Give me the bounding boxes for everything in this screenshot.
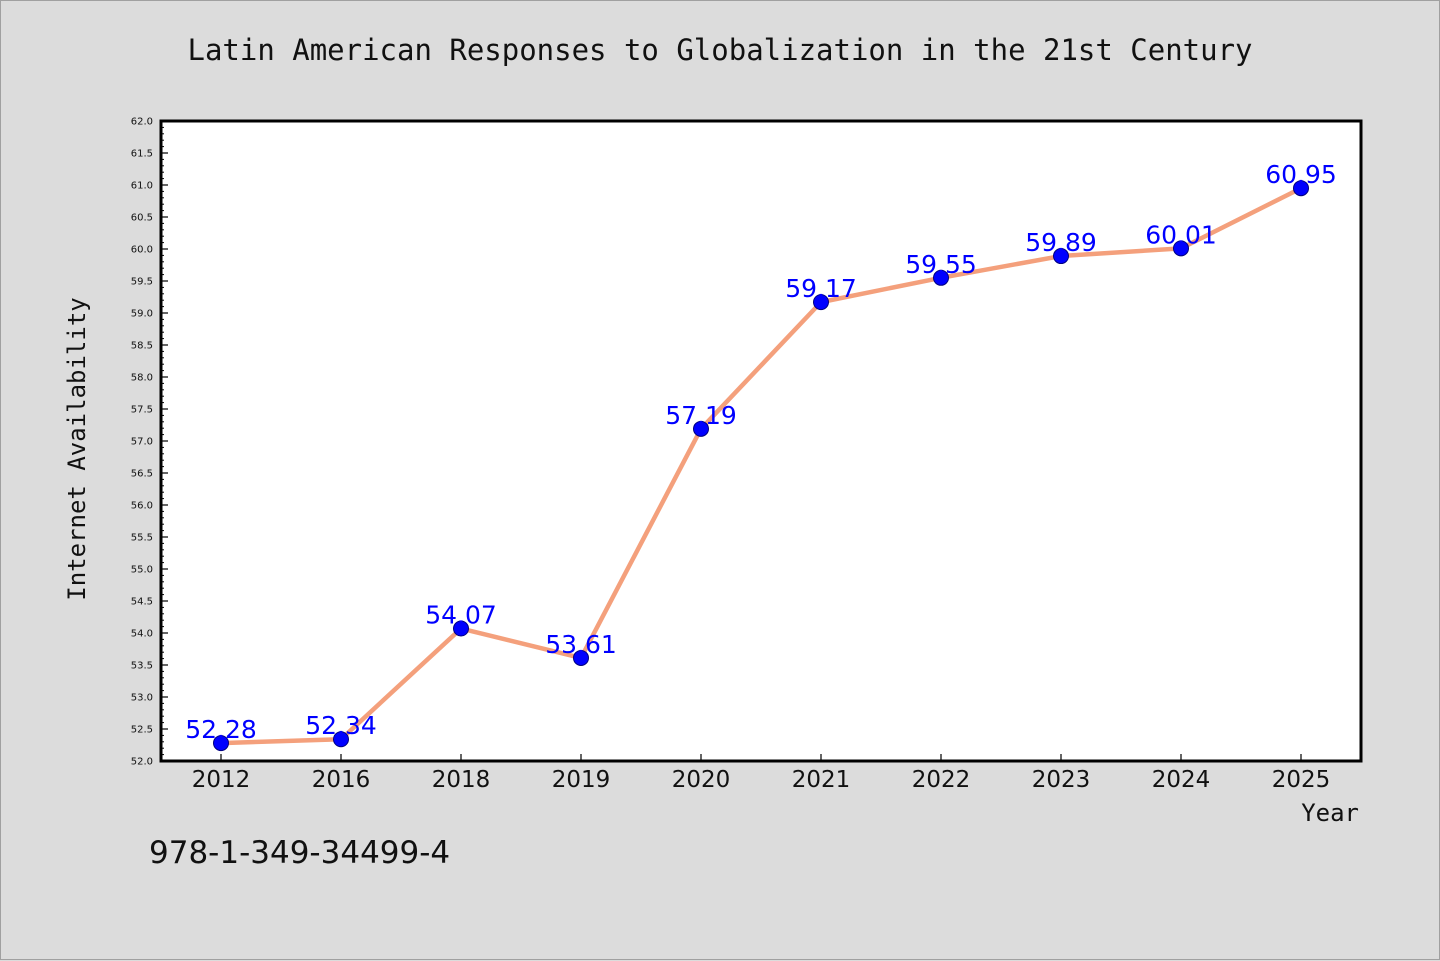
data-point — [333, 731, 349, 748]
y-tick-label: 61.5 — [131, 149, 153, 160]
y-tick-label: 61.0 — [131, 181, 153, 192]
data-label: 59.17 — [785, 274, 857, 303]
x-tick-label: 2025 — [1272, 767, 1331, 793]
plot-frame — [159, 119, 1363, 763]
plot-area — [161, 121, 1361, 761]
isbn-text: 978-1-349-34499-4 — [149, 835, 451, 871]
y-tick-label: 53.0 — [131, 693, 153, 704]
series-line — [218, 185, 1304, 746]
data-point — [453, 620, 469, 637]
data-point — [1293, 180, 1309, 197]
x-tick-label: 2012 — [192, 767, 251, 793]
data-label: 60.95 — [1265, 160, 1337, 189]
data-label: 52.28 — [185, 715, 257, 744]
y-tick-label: 60.5 — [131, 213, 153, 224]
y-axis-ticks: 52.0 52.5 53.0 53.5 54.0 54.5 55.0 55.5 56.0 56.5… — [131, 117, 168, 768]
data-labels: 52.28 52.34 54.07 53.61 57.19 59.17 59.55 59.89… — [185, 160, 1337, 744]
data-points — [213, 180, 1309, 752]
data-label: 54.07 — [425, 601, 497, 630]
y-tick-label: 54.5 — [131, 597, 153, 608]
data-point — [813, 294, 829, 311]
data-label: 57.19 — [665, 401, 737, 430]
y-tick-label: 57.5 — [131, 405, 153, 416]
x-tick-label: 2021 — [792, 767, 851, 793]
y-tick-label: 59.0 — [131, 309, 153, 320]
data-point — [1053, 248, 1069, 265]
data-point — [933, 269, 949, 286]
data-label: 52.34 — [305, 711, 377, 740]
y-tick-label: 55.5 — [131, 533, 153, 544]
series-line-group — [218, 185, 1304, 746]
x-tick-label: 2023 — [1032, 767, 1091, 793]
y-tick-label: 58.0 — [131, 373, 153, 384]
y-tick-label: 55.0 — [131, 565, 153, 576]
data-label: 59.89 — [1025, 228, 1097, 257]
y-tick-label: 56.5 — [131, 469, 153, 480]
x-tick-label: 2024 — [1152, 767, 1211, 793]
y-tick-label: 58.5 — [131, 341, 153, 352]
y-tick-label: 56.0 — [131, 501, 153, 512]
data-label: 59.55 — [905, 250, 977, 279]
data-label: 53.61 — [545, 630, 617, 659]
y-axis-title: Internet Availability — [63, 297, 91, 600]
x-tick-label: 2019 — [552, 767, 611, 793]
y-tick-label: 52.0 — [131, 757, 153, 768]
x-axis-title: Year — [1301, 799, 1359, 827]
data-point — [1173, 240, 1189, 257]
y-tick-label: 60.0 — [131, 245, 153, 256]
y-tick-label: 62.0 — [131, 117, 153, 128]
x-tick-label: 2022 — [912, 767, 971, 793]
data-label: 60.01 — [1145, 220, 1217, 249]
y-tick-label: 59.5 — [131, 277, 153, 288]
data-point — [573, 649, 589, 666]
y-tick-label: 52.5 — [131, 725, 153, 736]
chart-title: Latin American Responses to Globalizatio… — [187, 33, 1253, 67]
x-axis-ticks: 2012 2016 2018 2019 2020 2021 2022 2023 2024 2025 — [192, 754, 1331, 793]
x-tick-label: 2018 — [432, 767, 491, 793]
data-point — [213, 735, 229, 752]
data-point — [693, 420, 709, 437]
y-tick-label: 53.5 — [131, 661, 153, 672]
y-tick-label: 54.0 — [131, 629, 153, 640]
x-tick-label: 2016 — [312, 767, 371, 793]
x-tick-label: 2020 — [672, 767, 731, 793]
y-tick-label: 57.0 — [131, 437, 153, 448]
